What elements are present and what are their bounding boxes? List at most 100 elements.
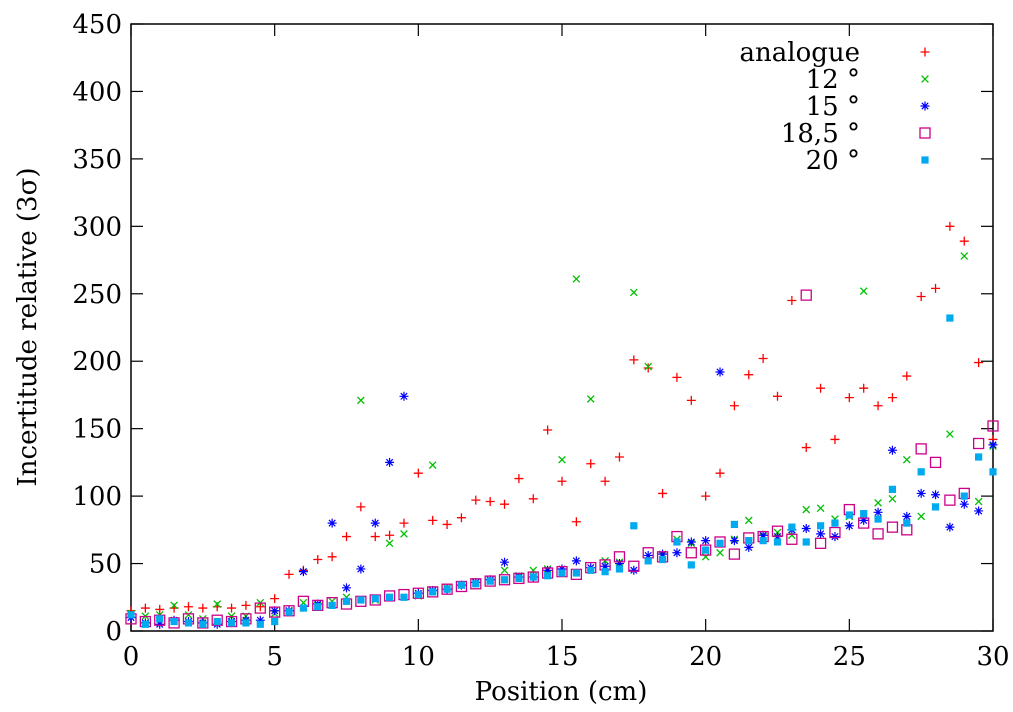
data-point	[241, 600, 251, 610]
data-point	[844, 393, 854, 403]
data-point	[715, 468, 725, 478]
data-point	[168, 617, 180, 629]
data-point	[269, 606, 281, 618]
legend-label: 20 °	[806, 146, 860, 176]
data-point	[399, 391, 409, 401]
data-point	[327, 552, 337, 562]
data-point	[830, 532, 840, 542]
data-point	[629, 565, 639, 575]
data-point	[197, 617, 209, 629]
data-point	[400, 530, 408, 538]
data-point	[788, 531, 796, 540]
data-point	[629, 355, 639, 365]
data-point	[702, 546, 710, 554]
series-0	[126, 221, 998, 616]
data-point	[816, 504, 825, 513]
data-point	[829, 526, 841, 539]
data-point	[284, 569, 294, 579]
data-point	[644, 557, 652, 565]
x-tick-label: 25	[833, 642, 866, 672]
data-point	[557, 564, 567, 574]
data-point	[644, 362, 653, 371]
data-point	[140, 603, 150, 613]
data-point	[298, 567, 308, 577]
data-point	[873, 507, 883, 517]
x-axis-label: Position (cm)	[475, 677, 648, 707]
data-point	[385, 539, 394, 548]
data-point	[902, 371, 912, 381]
data-point	[572, 275, 581, 283]
data-points	[125, 221, 999, 629]
data-point	[498, 574, 511, 586]
data-point	[184, 619, 193, 627]
data-point	[860, 510, 868, 518]
data-point	[974, 497, 983, 506]
series-3	[125, 289, 999, 629]
y-tick-label: 50	[89, 550, 122, 580]
data-point	[355, 595, 367, 607]
data-point	[831, 519, 839, 527]
data-point	[227, 619, 236, 627]
data-point	[455, 580, 468, 593]
data-point	[988, 440, 998, 450]
data-point	[170, 601, 178, 610]
data-point	[959, 499, 969, 509]
data-point	[500, 557, 510, 567]
y-tick-label: 0	[105, 617, 122, 647]
data-point	[613, 551, 626, 563]
data-point	[917, 468, 925, 476]
data-point	[225, 615, 238, 628]
data-point	[959, 236, 969, 246]
data-point	[370, 532, 380, 542]
data-point	[385, 457, 395, 467]
data-point	[658, 488, 668, 498]
data-point	[887, 445, 897, 455]
data-point	[944, 494, 956, 506]
data-point	[270, 606, 280, 616]
data-point	[528, 494, 538, 504]
data-point	[571, 556, 581, 566]
data-point	[902, 455, 911, 464]
data-point	[255, 615, 265, 625]
data-point	[213, 617, 221, 626]
data-point	[929, 456, 942, 469]
data-point	[758, 530, 768, 540]
legend-label: 12 °	[806, 65, 860, 95]
data-point	[945, 522, 955, 532]
data-point	[442, 519, 452, 529]
data-point	[817, 522, 825, 530]
data-point	[385, 530, 395, 540]
data-point	[586, 395, 595, 403]
data-point	[916, 488, 926, 498]
y-tick-label: 250	[72, 280, 122, 310]
data-point	[672, 372, 682, 382]
data-point	[199, 620, 207, 628]
data-point	[544, 572, 552, 580]
legend-label: analogue	[740, 38, 861, 68]
data-point	[759, 537, 767, 545]
data-point	[773, 538, 782, 546]
data-point	[629, 288, 638, 297]
data-point	[915, 443, 927, 455]
data-point	[685, 547, 697, 559]
data-point	[630, 522, 638, 530]
axes	[130, 23, 994, 632]
data-point	[859, 287, 868, 295]
data-point	[801, 443, 811, 453]
data-point	[701, 536, 711, 546]
y-axis-label: Incertitude relative (3σ)	[13, 168, 43, 487]
data-point	[572, 569, 580, 577]
data-point	[127, 611, 135, 619]
x-tick-label: 10	[402, 642, 435, 672]
data-point	[886, 521, 899, 533]
data-point	[974, 506, 984, 516]
data-point	[730, 520, 738, 529]
x-tick-label: 5	[266, 642, 283, 672]
data-point	[412, 587, 424, 599]
data-point	[500, 499, 510, 509]
data-point	[558, 569, 566, 577]
data-point	[614, 559, 624, 569]
data-point	[716, 548, 724, 557]
